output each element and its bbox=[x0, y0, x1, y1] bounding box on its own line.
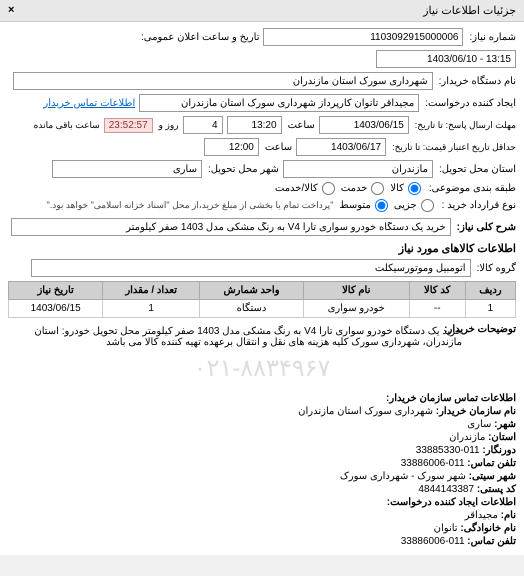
close-icon[interactable]: × bbox=[8, 4, 14, 16]
post-value: شهر سورک - شهرداری سورک bbox=[340, 471, 466, 482]
group-field[interactable] bbox=[31, 259, 471, 277]
col-unit: واحد شمارش bbox=[200, 282, 304, 300]
reply-time-label: ساعت bbox=[288, 120, 315, 131]
dialog-header: جزئیات اطلاعات نیاز × bbox=[0, 0, 524, 22]
family-value: تانوان bbox=[434, 523, 458, 534]
table-row[interactable]: 1 -- خودرو سواری دستگاه 1 1403/06/15 bbox=[9, 300, 516, 318]
province-label: استان محل تحویل: bbox=[439, 164, 516, 175]
classify-label: طبقه بندی موضوعی: bbox=[429, 183, 516, 194]
col-row: ردیف bbox=[465, 282, 515, 300]
radio-medium-label: متوسط bbox=[339, 200, 370, 211]
purchase-type-label: نوع قرارداد خرید : bbox=[442, 200, 516, 211]
validity-date-field[interactable] bbox=[296, 138, 386, 156]
phone-label: تلفن تماس: bbox=[467, 458, 516, 469]
radio-goods-label: کالا bbox=[390, 183, 404, 194]
phone-value: 011-33886006 bbox=[401, 458, 465, 469]
contact-link[interactable]: اطلاعات تماس خریدار bbox=[43, 98, 135, 109]
name-value: مجیداقر bbox=[465, 510, 498, 521]
contact-city-label: شهر: bbox=[494, 419, 516, 430]
payment-note: "پرداخت تمام یا بخشی از مبلغ خرید،از محل… bbox=[47, 200, 334, 211]
goods-section-title: اطلاعات کالاهای مورد نیاز bbox=[8, 242, 516, 255]
requester-field[interactable] bbox=[139, 94, 419, 112]
province-field[interactable] bbox=[283, 160, 433, 178]
cell-name: خودرو سواری bbox=[303, 300, 409, 318]
radio-small-label: جزیی bbox=[394, 200, 417, 211]
cell-qty: 1 bbox=[103, 300, 200, 318]
public-date-field[interactable] bbox=[376, 50, 516, 68]
col-name: نام کالا bbox=[303, 282, 409, 300]
contact-province-label: استان: bbox=[488, 432, 516, 443]
buyer-name-label: نام دستگاه خریدار: bbox=[439, 76, 516, 87]
city-field[interactable] bbox=[52, 160, 202, 178]
buyer-desc-label: توضیحات خریدار: bbox=[466, 324, 516, 335]
family-label: نام خانوادگی: bbox=[460, 523, 516, 534]
request-no-field[interactable] bbox=[263, 28, 463, 46]
cell-unit: دستگاه bbox=[200, 300, 304, 318]
validity-time-label: ساعت bbox=[265, 142, 292, 153]
postcode-value: 4844143387 bbox=[418, 484, 474, 495]
table-header-row: ردیف کد کالا نام کالا واحد شمارش تعداد /… bbox=[9, 282, 516, 300]
col-qty: تعداد / مقدار bbox=[103, 282, 200, 300]
radio-goods[interactable] bbox=[408, 182, 421, 195]
cell-date: 1403/06/15 bbox=[9, 300, 103, 318]
phone2-value: 011-33886006 bbox=[401, 536, 465, 547]
fax-value: 011-33885330 bbox=[416, 445, 480, 456]
dialog-title: جزئیات اطلاعات نیاز bbox=[423, 5, 516, 17]
radio-small[interactable] bbox=[421, 199, 434, 212]
validity-time-field[interactable] bbox=[204, 138, 259, 156]
col-code: کد کالا bbox=[409, 282, 465, 300]
radio-goods-service[interactable] bbox=[322, 182, 335, 195]
watermark: ۰۲۱-۸۸۳۴۹۶۷ bbox=[8, 350, 516, 387]
org-label: نام سازمان خریدار: bbox=[436, 406, 516, 417]
buyer-desc-text: خرید یک دستگاه خودرو سواری تارا V4 به رن… bbox=[8, 324, 464, 350]
city-label: شهر محل تحویل: bbox=[208, 164, 279, 175]
remaining-suffix: ساعت باقی مانده bbox=[34, 120, 100, 131]
buyer-name-field[interactable] bbox=[13, 72, 433, 90]
radio-medium[interactable] bbox=[375, 199, 388, 212]
post-label: شهر سیتی: bbox=[469, 471, 516, 482]
name-label: نام: bbox=[501, 510, 516, 521]
reply-time-field[interactable] bbox=[227, 116, 282, 134]
org-value: شهرداری سورک استان مازندران bbox=[298, 406, 433, 417]
cell-row: 1 bbox=[465, 300, 515, 318]
contact-section1-title: اطلاعات تماس سازمان خریدار: bbox=[386, 393, 516, 404]
radio-goods-service-label: کالا/خدمت bbox=[275, 183, 318, 194]
contact-city-value: ساری bbox=[467, 419, 491, 430]
form-area: شماره نیاز: تاریخ و ساعت اعلان عمومی: نا… bbox=[0, 22, 524, 555]
radio-service[interactable] bbox=[371, 182, 384, 195]
fax-label: دورنگار: bbox=[482, 445, 516, 456]
col-date: تاریخ نیاز bbox=[9, 282, 103, 300]
purchase-radio-group: جزیی متوسط bbox=[337, 199, 435, 212]
reply-date-field[interactable] bbox=[319, 116, 409, 134]
group-label: گروه کالا: bbox=[477, 263, 516, 274]
remaining-days-field[interactable] bbox=[183, 116, 223, 134]
validity-label: حداقل تاریخ اعتبار قیمت: تا تاریخ: bbox=[392, 142, 516, 153]
general-desc-label: شرح کلی نیاز: bbox=[457, 222, 516, 233]
contact-section: اطلاعات تماس سازمان خریدار: نام سازمان خ… bbox=[8, 393, 516, 547]
general-desc-field[interactable] bbox=[11, 218, 451, 236]
contact-province-value: مازندران bbox=[449, 432, 485, 443]
public-date-label: تاریخ و ساعت اعلان عمومی: bbox=[141, 32, 260, 43]
countdown-timer: 23:52:57 bbox=[104, 118, 153, 133]
remaining-label: روز و bbox=[159, 120, 179, 131]
classify-radio-group: کالا خدمت کالا/خدمت bbox=[273, 182, 423, 195]
postcode-label: کد پستی: bbox=[477, 484, 516, 495]
cell-code: -- bbox=[409, 300, 465, 318]
reply-deadline-label: مهلت ارسال پاسخ: تا تاریخ: bbox=[415, 120, 516, 131]
phone2-label: تلفن تماس: bbox=[467, 536, 516, 547]
requester-label: ایجاد کننده درخواست: bbox=[425, 98, 516, 109]
request-no-label: شماره نیاز: bbox=[469, 32, 516, 43]
radio-service-label: خدمت bbox=[341, 183, 368, 194]
goods-table: ردیف کد کالا نام کالا واحد شمارش تعداد /… bbox=[8, 281, 516, 318]
contact-section2-title: اطلاعات ایجاد کننده درخواست: bbox=[387, 497, 516, 508]
